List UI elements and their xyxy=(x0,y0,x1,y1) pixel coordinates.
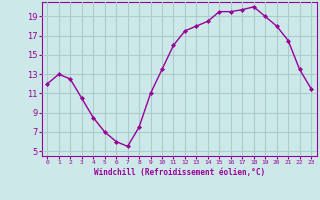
X-axis label: Windchill (Refroidissement éolien,°C): Windchill (Refroidissement éolien,°C) xyxy=(94,168,265,177)
